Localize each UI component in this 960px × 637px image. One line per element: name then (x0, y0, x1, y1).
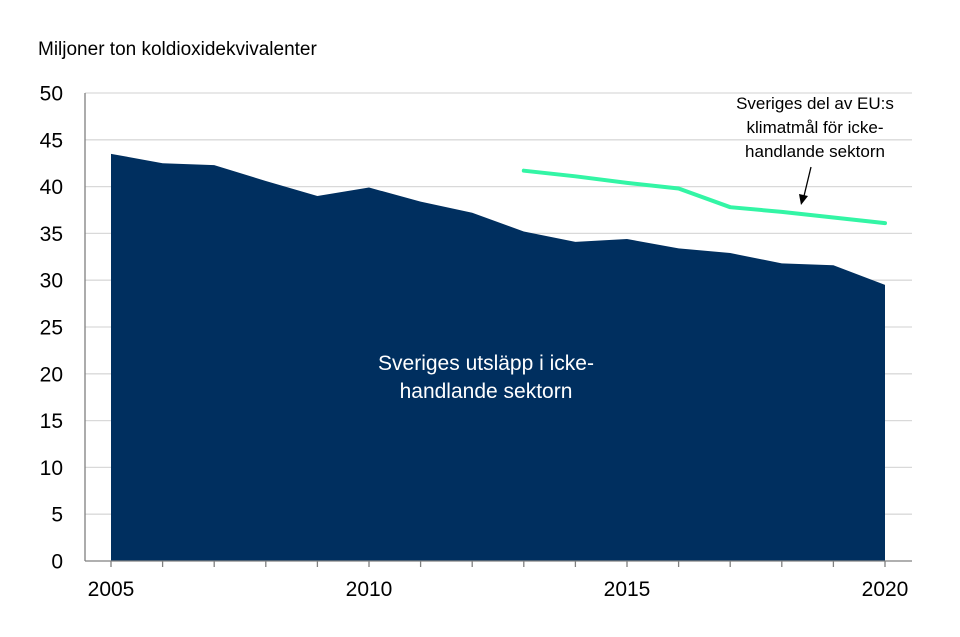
annotation-arrow (799, 166, 812, 205)
annotation-arrow-shaft (803, 166, 812, 197)
target-line-layer (521, 168, 887, 226)
x-tick-label: 2020 (862, 578, 909, 601)
emissions-area (111, 153, 885, 561)
y-tick-label: 35 (40, 223, 63, 246)
y-axis-label: Miljoner ton koldioxidekvivalenter (38, 39, 317, 60)
y-tick-label: 15 (40, 410, 63, 433)
x-tick-label: 2010 (346, 578, 393, 601)
line-label-line-1: Sveriges del av EU:s (736, 94, 894, 113)
y-tick-label: 30 (40, 270, 63, 293)
y-tick-label: 40 (40, 176, 63, 199)
area-label-line-2: handlande sektorn (400, 380, 573, 403)
x-tick-label: 2015 (604, 578, 651, 601)
y-tick-label: 50 (40, 83, 63, 106)
y-tick-label: 5 (51, 504, 63, 527)
line-label-line-2: klimatmål för icke- (747, 118, 884, 137)
y-tick-label: 0 (51, 551, 63, 574)
x-tick-labels: 2005 2010 2015 2020 (88, 578, 909, 601)
y-tick-label: 45 (40, 129, 63, 152)
axes (84, 93, 912, 567)
emissions-area-layer (111, 153, 885, 561)
y-tick-label: 25 (40, 317, 63, 340)
x-tick-label: 2005 (88, 578, 135, 601)
y-tick-label: 20 (40, 363, 63, 386)
annotation-arrow-head (799, 194, 808, 205)
area-label-line-1: Sveriges utsläpp i icke- (378, 352, 594, 375)
y-tick-label: 10 (40, 457, 63, 480)
y-tick-labels: 0 5 10 15 20 25 30 35 40 45 50 (40, 83, 63, 574)
line-label-line-3: handlande sektorn (745, 142, 885, 161)
target-line (521, 168, 887, 226)
